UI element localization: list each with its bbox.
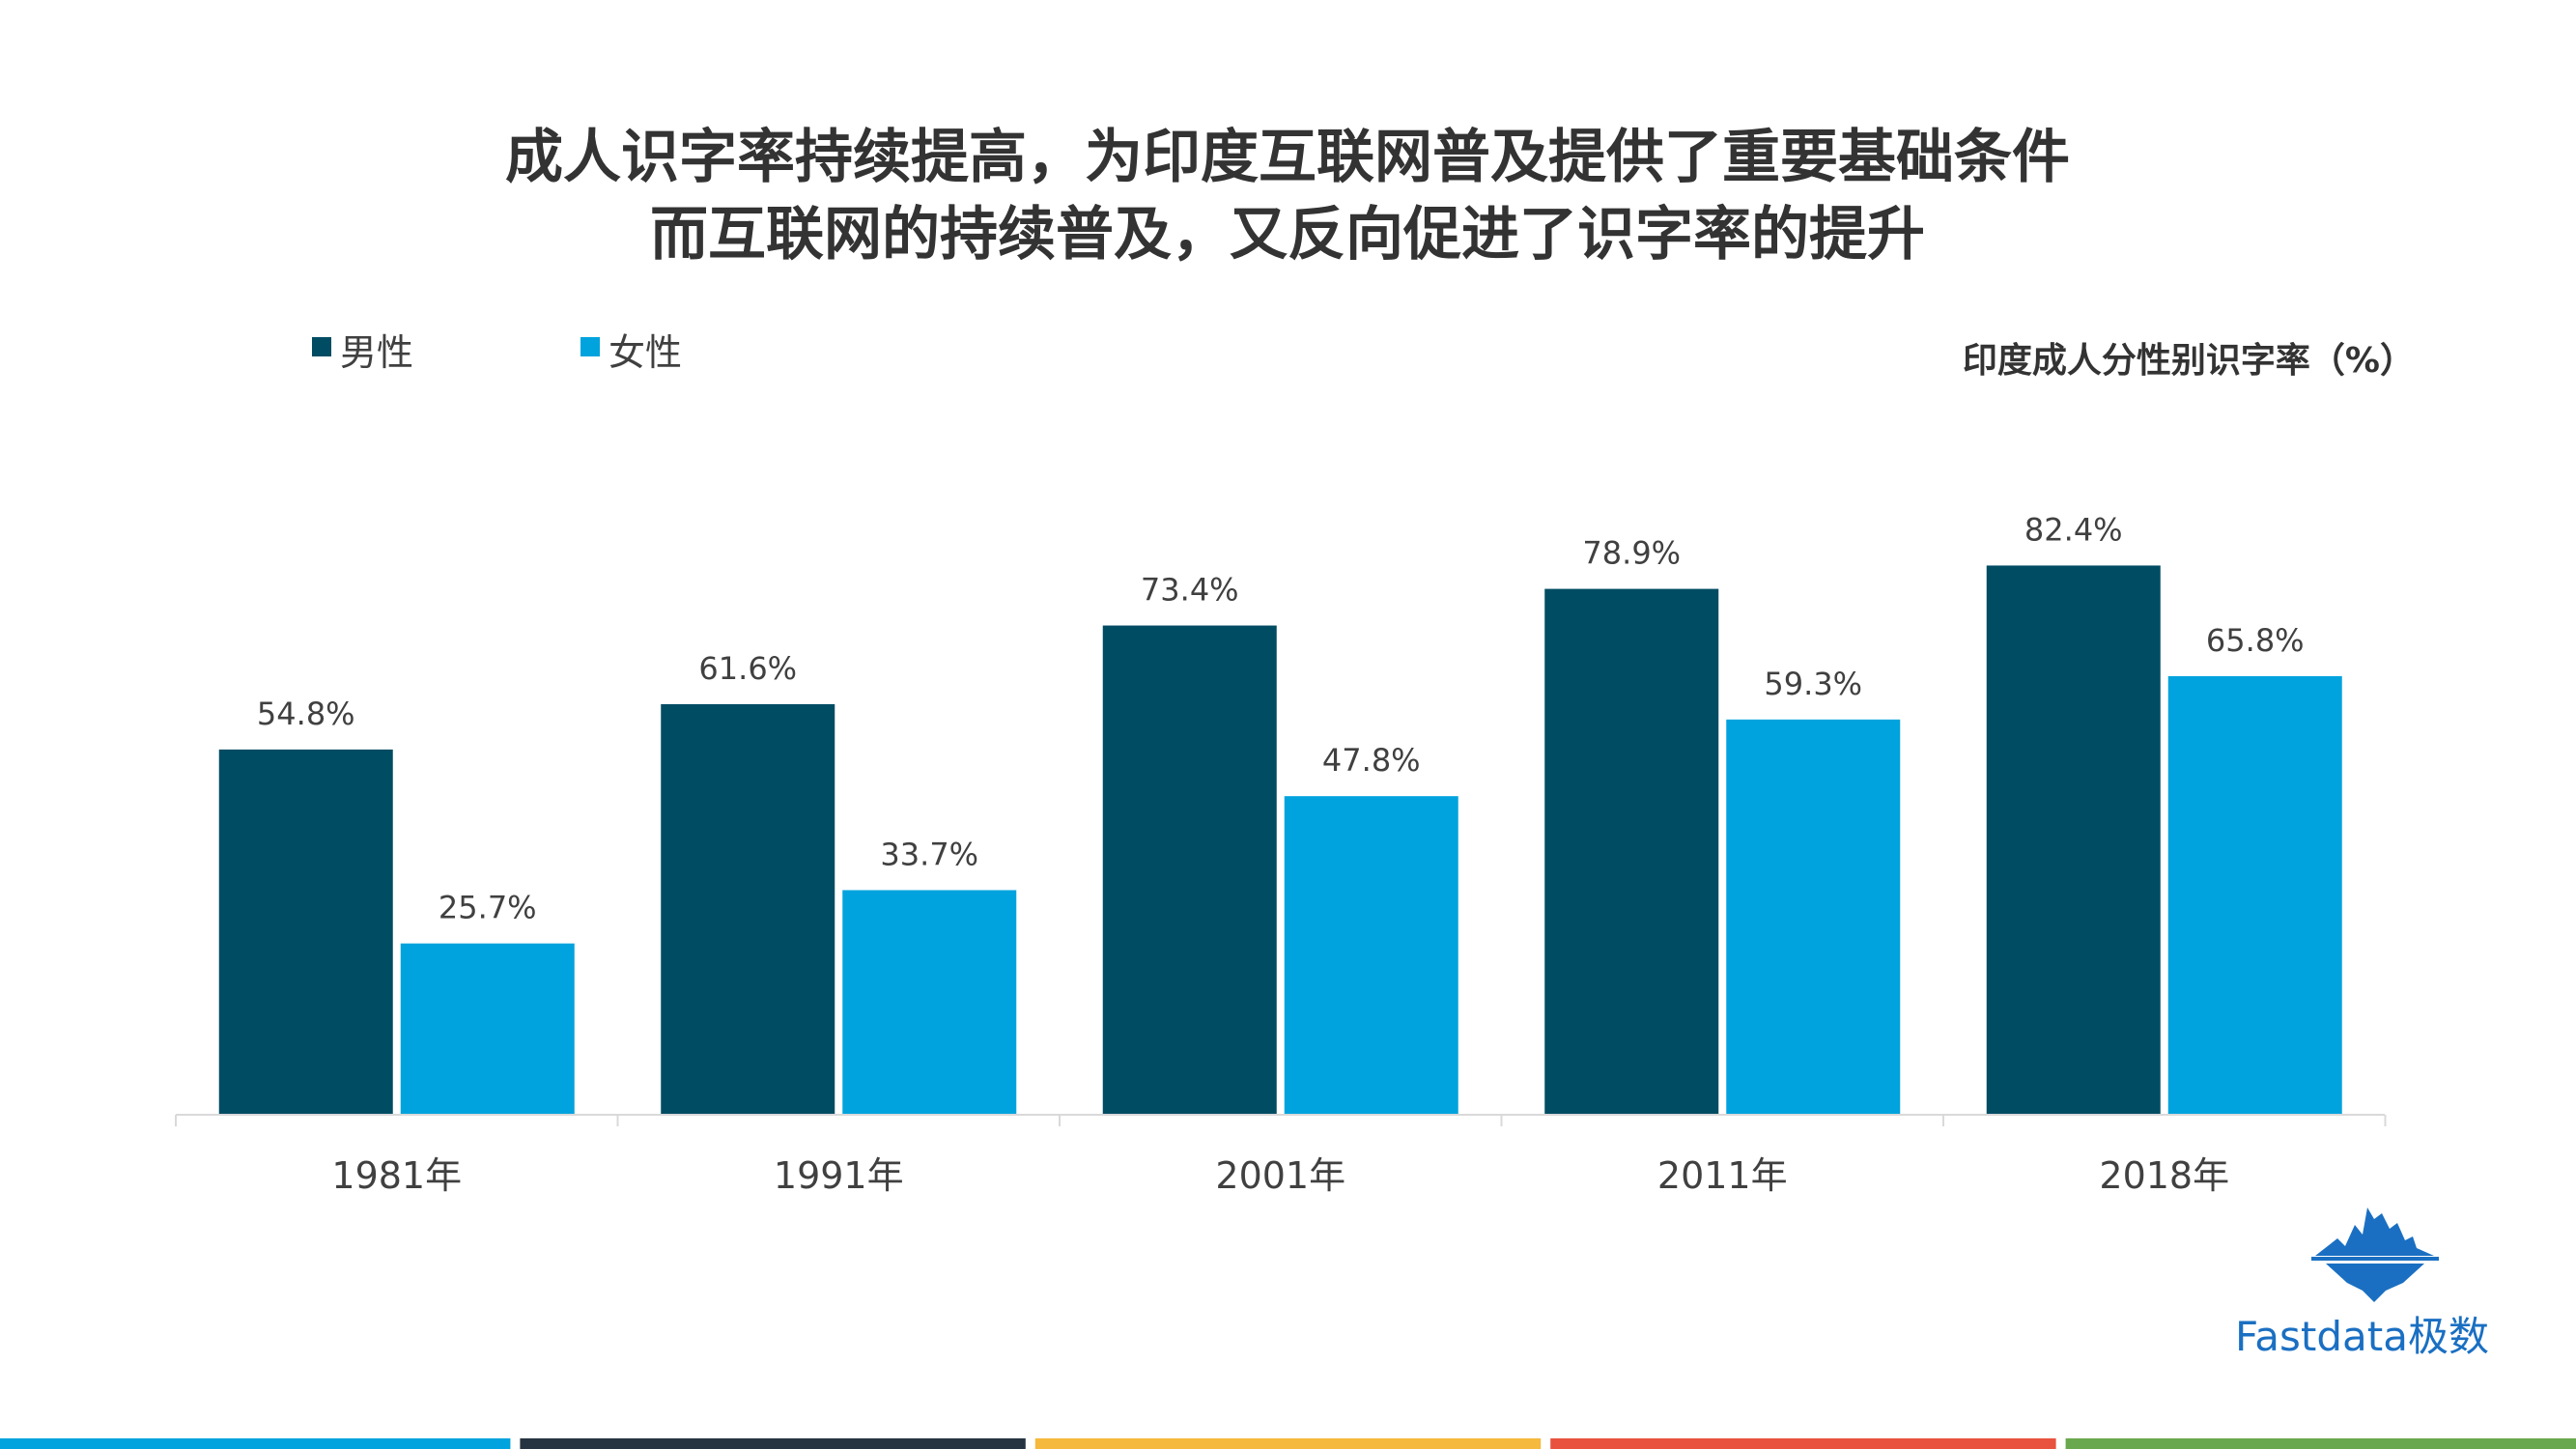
bar-female-0 bbox=[400, 943, 575, 1115]
legend: 男性 女性 bbox=[312, 331, 682, 374]
legend-swatch-female bbox=[580, 337, 600, 356]
bottom-bar-segment-0 bbox=[0, 1438, 511, 1449]
bar-female-4 bbox=[2167, 675, 2342, 1115]
bottom-bar-segment-1 bbox=[520, 1438, 1026, 1449]
data-label-female-3: 59.3% bbox=[1764, 666, 1862, 702]
data-label-female-0: 25.7% bbox=[439, 890, 537, 926]
x-axis: 1981年 1991年 2001年 2011年 2018年 bbox=[175, 1114, 2387, 1197]
bottom-bar-segment-3 bbox=[1550, 1438, 2056, 1449]
x-tick-label-4: 2018年 bbox=[2099, 1154, 2229, 1197]
data-label-female-4: 65.8% bbox=[2206, 622, 2305, 659]
data-label-male-3: 78.9% bbox=[1582, 535, 1681, 572]
legend-swatch-male bbox=[312, 337, 331, 356]
iceberg-logo-icon bbox=[2311, 1208, 2439, 1302]
data-label-male-0: 54.8% bbox=[257, 696, 355, 732]
bar-female-3 bbox=[1726, 719, 1901, 1115]
data-label-male-4: 82.4% bbox=[2024, 511, 2123, 548]
bar-male-4 bbox=[1986, 565, 2161, 1115]
data-label-female-1: 33.7% bbox=[880, 836, 978, 872]
bar-male-0 bbox=[218, 749, 393, 1115]
bars-group: 54.8% 25.7% 61.6% 33.7% 73.4% 47.8% 78.9% 59.3%… bbox=[218, 511, 2342, 1115]
legend-label-female: 女性 bbox=[609, 331, 682, 374]
bar-female-2 bbox=[1284, 796, 1458, 1115]
brand-logo: Fastdata极数 bbox=[2235, 1208, 2489, 1360]
page-title-line-2: 而互联网的持续普及，又反向促进了识字率的提升 bbox=[650, 201, 1925, 269]
bar-female-1 bbox=[842, 890, 1017, 1115]
x-tick-label-2: 2001年 bbox=[1215, 1154, 1345, 1197]
data-label-male-2: 73.4% bbox=[1141, 572, 1239, 609]
x-tick-label-1: 1991年 bbox=[774, 1154, 904, 1197]
bar-male-1 bbox=[661, 703, 835, 1115]
bar-male-2 bbox=[1102, 625, 1277, 1115]
legend-label-male: 男性 bbox=[340, 331, 413, 374]
bottom-color-bar bbox=[0, 1438, 2576, 1449]
brand-name: Fastdata极数 bbox=[2235, 1313, 2489, 1360]
data-label-male-1: 61.6% bbox=[698, 650, 797, 687]
x-tick-label-3: 2011年 bbox=[1657, 1154, 1788, 1197]
bottom-bar-segment-2 bbox=[1034, 1438, 1542, 1449]
x-tick-label-0: 1981年 bbox=[331, 1154, 462, 1197]
chart-title: 印度成人分性别识字率（%） bbox=[1963, 341, 2415, 381]
data-label-female-2: 47.8% bbox=[1322, 742, 1421, 779]
bar-male-3 bbox=[1544, 588, 1719, 1115]
bottom-bar-segment-4 bbox=[2065, 1438, 2576, 1449]
page-title-line-1: 成人识字率持续提高，为印度互联网普及提供了重要基础条件 bbox=[505, 124, 2070, 191]
